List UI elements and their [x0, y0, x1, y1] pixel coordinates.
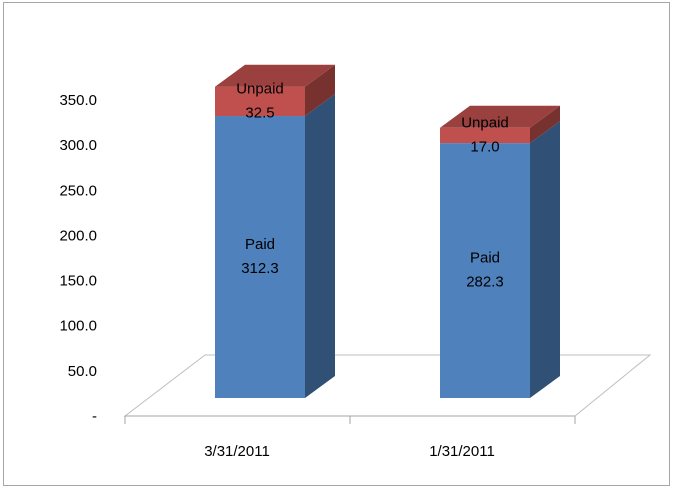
y-tick-label: 250.0: [59, 182, 97, 199]
data-label: 312.3: [241, 260, 279, 277]
bar-top: [440, 105, 560, 128]
y-tick-label: 50.0: [68, 363, 97, 380]
data-label-name: Unpaid: [461, 114, 509, 131]
bar-top: [215, 64, 335, 87]
bar: [215, 116, 305, 398]
bar-side: [530, 121, 560, 399]
data-label-name: Paid: [245, 236, 275, 253]
y-tick-label: 350.0: [59, 92, 97, 109]
x-tick-label: 3/31/2011: [204, 443, 270, 460]
data-label: 17.0: [470, 138, 499, 155]
y-tick-label: 150.0: [59, 273, 97, 290]
data-label: 282.3: [466, 274, 504, 291]
y-tick-label: 200.0: [59, 227, 97, 244]
bar-side: [305, 64, 335, 117]
data-label-name: Paid: [470, 250, 500, 267]
bar: [215, 86, 305, 117]
x-tick-label: 1/31/2011: [429, 443, 495, 460]
data-label: 32.5: [245, 104, 274, 121]
y-tick-label: 100.0: [59, 318, 97, 335]
y-tick-label: 300.0: [59, 137, 97, 154]
bar-side: [305, 94, 335, 398]
chart-border: [3, 2, 670, 486]
bar-side: [530, 105, 560, 144]
bar: [440, 127, 530, 144]
y-tick-label: -: [92, 408, 97, 425]
bar: [440, 143, 530, 398]
data-label-name: Unpaid: [236, 80, 284, 97]
